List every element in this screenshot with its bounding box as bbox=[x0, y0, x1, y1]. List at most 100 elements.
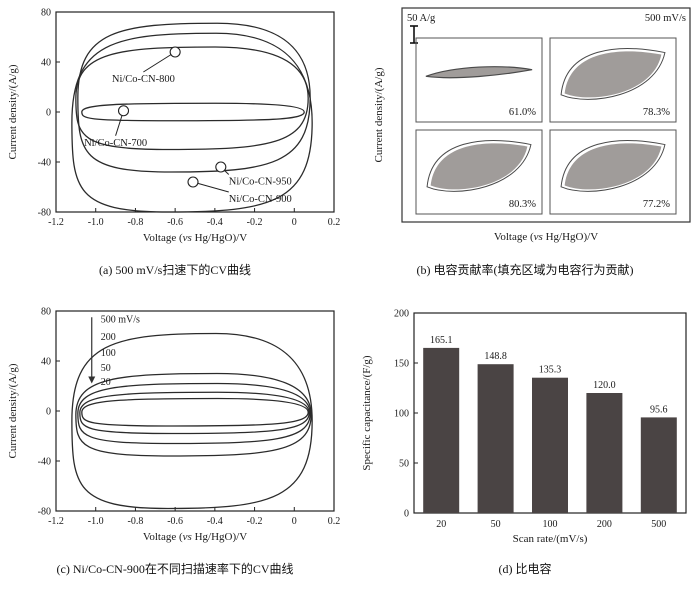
x-tick-label: -0.4 bbox=[207, 516, 223, 527]
annotation-marker bbox=[169, 46, 181, 58]
bar-50 bbox=[477, 364, 514, 513]
cv-curve-Ni/Co-CN-900 bbox=[71, 32, 313, 213]
panel-c: -1.2 -1.0 -0.8 -0.6 -0.4 -0.2 0 0.2 -80 -40 0 40 80 V… bbox=[0, 299, 350, 598]
y-tick-label: -40 bbox=[38, 457, 51, 468]
x-tick-label: -0.6 bbox=[167, 217, 183, 228]
y-tick-label: 100 bbox=[394, 409, 409, 420]
cv-curve-Ni/Co-CN-700 bbox=[81, 102, 305, 122]
y-tick-label: 40 bbox=[41, 357, 51, 368]
capacitive-fill-region bbox=[564, 143, 662, 190]
bar-200 bbox=[586, 393, 623, 513]
bar-value-label: 120.0 bbox=[593, 380, 616, 391]
x-tick-label: 200 bbox=[597, 519, 612, 530]
y-tick-label: 50 bbox=[399, 459, 409, 470]
x-tick-label: -1.0 bbox=[88, 516, 104, 527]
cv-chart-500mvs: -1.2 -1.0 -0.8 -0.6 -0.4 -0.2 0 0.2 -80 -40 0 40 80 V… bbox=[7, 8, 341, 245]
contribution-percentage: 80.3% bbox=[509, 199, 536, 210]
caption-a: (a) 500 mV/s扫速下的CV曲线 bbox=[99, 263, 251, 277]
x-tick-label: 20 bbox=[436, 519, 446, 530]
x-axis-label: Voltage (vs Hg/HgO)/V bbox=[143, 531, 247, 543]
cv-curve-500 bbox=[71, 332, 313, 510]
total-current-loop bbox=[560, 140, 666, 192]
cv-curve-50 bbox=[79, 391, 310, 435]
x-axis-label: Scan rate/(mV/s) bbox=[513, 533, 588, 545]
cv-curve-20 bbox=[81, 397, 309, 427]
plot-frame bbox=[55, 310, 335, 512]
annotation-label: Ni/Co-CN-700 bbox=[84, 138, 147, 149]
cell-frame bbox=[549, 129, 677, 215]
annotation-marker bbox=[215, 161, 227, 173]
specific-capacitance-bar-chart: 0 50 100 150 200 165.1 20 148.8 50 135.3 100 120.0 2… bbox=[361, 309, 687, 545]
caption-b: (b) 电容贡献率(填充区域为电容行为贡献) bbox=[416, 263, 634, 277]
scan-rate-label: 20 bbox=[101, 377, 111, 388]
y-tick-label: -80 bbox=[38, 507, 51, 518]
contribution-percentage: 61.0% bbox=[509, 107, 536, 118]
cell-frame bbox=[415, 129, 543, 215]
x-tick-label: -1.2 bbox=[48, 516, 64, 527]
annotation-label: Ni/Co-CN-950 bbox=[229, 177, 292, 188]
caption-c: (c) Ni/Co-CN-900在不同扫描速率下的CV曲线 bbox=[56, 562, 294, 576]
annotation-line bbox=[192, 181, 229, 193]
y-axis-label: Specific capacitance/(F/g) bbox=[361, 355, 373, 470]
capacitive-fill-region bbox=[564, 51, 662, 98]
y-axis-label: Current density/(A/g) bbox=[7, 64, 19, 159]
cell-frame bbox=[415, 37, 543, 123]
bar-value-label: 135.3 bbox=[539, 365, 562, 376]
x-axis-label: Voltage (vs Hg/HgO)/V bbox=[143, 232, 247, 244]
x-tick-label: 0.2 bbox=[328, 516, 341, 527]
x-tick-label: -0.4 bbox=[207, 217, 223, 228]
x-tick-label: -0.6 bbox=[167, 516, 183, 527]
bar-value-label: 165.1 bbox=[430, 335, 453, 346]
y-tick-label: -80 bbox=[38, 208, 51, 219]
y-tick-label: 0 bbox=[46, 108, 51, 119]
y-tick-label: -40 bbox=[38, 158, 51, 169]
annotation-marker bbox=[187, 176, 199, 188]
capacitive-fill-region bbox=[430, 143, 528, 190]
bar-value-label: 148.8 bbox=[484, 351, 507, 362]
y-tick-label: 0 bbox=[404, 509, 409, 520]
scan-rate-label: 200 bbox=[101, 332, 116, 343]
annotation-label: Ni/Co-CN-800 bbox=[112, 74, 175, 85]
bar-100 bbox=[532, 377, 568, 513]
scan-rate-label: 500 mV/s bbox=[101, 314, 140, 325]
x-axis-label: Voltage (vs Hg/HgO)/V bbox=[494, 231, 598, 243]
sliver-current-loop bbox=[425, 66, 533, 79]
arrow-head-icon bbox=[88, 376, 96, 384]
total-current-loop bbox=[426, 140, 532, 192]
cv-curve-200 bbox=[75, 372, 312, 457]
caption-d: (d) 比电容 bbox=[498, 562, 552, 576]
y-tick-label: 40 bbox=[41, 58, 51, 69]
contribution-percentage: 77.2% bbox=[643, 199, 670, 210]
outer-frame bbox=[401, 7, 691, 223]
y-tick-label: 150 bbox=[394, 359, 409, 370]
y-tick-label: 200 bbox=[394, 309, 409, 320]
y-tick-label: 0 bbox=[46, 407, 51, 418]
total-current-loop bbox=[560, 48, 666, 100]
scan-rate-label: 100 bbox=[101, 348, 116, 359]
panel-a: -1.2 -1.0 -0.8 -0.6 -0.4 -0.2 0 0.2 -80 -40 0 40 80 V… bbox=[0, 0, 350, 299]
scan-rate-label: 50 bbox=[101, 363, 111, 374]
bar-value-label: 95.6 bbox=[650, 404, 668, 415]
x-tick-label: 100 bbox=[543, 519, 558, 530]
scan-rate-label: 500 mV/s bbox=[645, 13, 686, 24]
y-tick-label: 80 bbox=[41, 307, 51, 318]
y-axis-label: Current density/(A/g) bbox=[7, 363, 19, 458]
scale-bar-label: 50 A/g bbox=[407, 13, 436, 24]
x-tick-label: -0.2 bbox=[247, 217, 263, 228]
x-tick-label: 500 bbox=[651, 519, 666, 530]
bar-20 bbox=[423, 347, 460, 513]
capacitance-contribution-chart: 50 A/g 500 mV/s 61.0% 78.3% 80.3% 77.2% Voltag… bbox=[373, 7, 691, 243]
x-tick-label: 0.2 bbox=[328, 217, 341, 228]
bar-500 bbox=[640, 417, 677, 513]
x-tick-label: -0.8 bbox=[128, 217, 144, 228]
annotation-label: Ni/Co-CN-900 bbox=[229, 194, 292, 205]
y-axis-label: Current density/(A/g) bbox=[373, 67, 385, 162]
x-tick-label: -1.2 bbox=[48, 217, 64, 228]
x-tick-label: 0 bbox=[292, 516, 297, 527]
x-tick-label: -1.0 bbox=[88, 217, 104, 228]
x-tick-label: -0.2 bbox=[247, 516, 263, 527]
contribution-percentage: 78.3% bbox=[643, 107, 670, 118]
panel-d: 0 50 100 150 200 165.1 20 148.8 50 135.3 100 120.0 2… bbox=[350, 299, 700, 598]
